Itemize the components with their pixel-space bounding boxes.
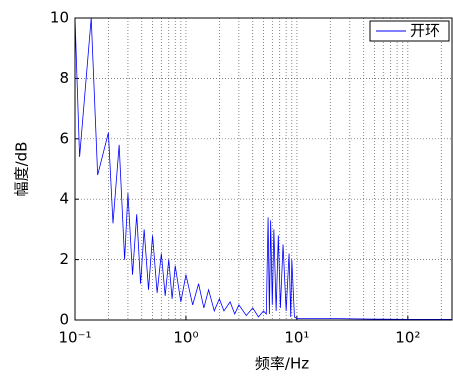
- x-tick-label: 10⁻¹: [58, 329, 91, 347]
- x-axis-label: 频率/Hz: [255, 355, 309, 373]
- legend-label: 开环: [410, 22, 440, 40]
- data-line: [74, 17, 452, 320]
- y-tick-label: 4: [59, 190, 69, 208]
- plot-border: [74, 17, 453, 321]
- x-tick-label: 10²: [395, 329, 420, 347]
- y-axis-label: 幅度/dB: [13, 142, 31, 197]
- y-tick-label: 10: [50, 9, 69, 27]
- legend-box: [369, 20, 450, 42]
- x-tick-label: 10¹: [284, 329, 309, 347]
- y-tick-label: 6: [59, 129, 69, 147]
- y-tick-label: 0: [59, 311, 69, 329]
- y-tick-label: 8: [59, 69, 69, 87]
- y-tick-label: 2: [59, 250, 69, 268]
- x-tick-label: 10⁰: [173, 329, 198, 347]
